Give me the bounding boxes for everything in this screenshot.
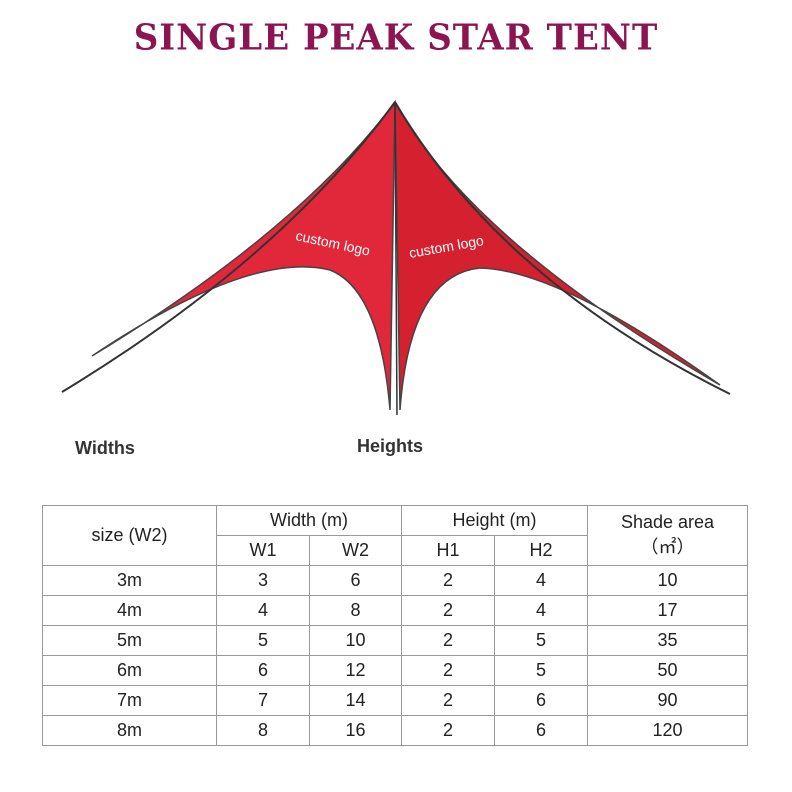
tent-right-front <box>394 101 731 395</box>
table-cell: 35 <box>587 625 748 656</box>
table-cell: 17 <box>587 595 748 626</box>
shade-unit: （㎡） <box>640 537 695 557</box>
shade-header-label: Shade area <box>620 512 715 532</box>
table-cell: 5 <box>494 625 588 656</box>
table-cell: 6 <box>494 715 588 746</box>
table-cell: 5m <box>42 625 217 656</box>
table-cell: 6 <box>216 655 310 686</box>
size-header: size (W2) <box>42 505 217 566</box>
table-cell: 10 <box>587 565 748 596</box>
table-row: 7m 7 14 2 6 90 <box>42 685 748 716</box>
table-cell: 16 <box>309 715 402 746</box>
widths-label: Widths <box>75 438 135 458</box>
sub-header: W1 <box>216 535 310 566</box>
table-cell: 7m <box>42 685 217 716</box>
table-row: 8m 8 16 2 6 120 <box>42 715 748 746</box>
table-row: 3m 3 6 2 4 10 <box>42 565 748 596</box>
table-cell: 2 <box>401 655 495 686</box>
size-table: size (W2) Width (m) Height (m) Shade are… <box>42 505 748 746</box>
shade-header: Shade area （㎡） <box>587 505 748 566</box>
table-cell: 3 <box>216 565 310 596</box>
table-cell: 8 <box>216 715 310 746</box>
table-cell: 6 <box>494 685 588 716</box>
table-cell: 2 <box>401 685 495 716</box>
table-row: 5m 5 10 2 5 35 <box>42 625 748 656</box>
table-cell: 2 <box>401 715 495 746</box>
sub-header: W2 <box>309 535 402 566</box>
width-header: Width (m) <box>216 505 402 536</box>
table-row: 6m 6 12 2 5 50 <box>42 655 748 686</box>
tent-illustration: custom logo custom logo <box>61 99 731 416</box>
table-cell: 50 <box>587 655 748 686</box>
sub-header: H1 <box>401 535 495 566</box>
table-cell: 12 <box>309 655 402 686</box>
table-cell: 4m <box>42 595 217 626</box>
tent-right-panel <box>394 101 721 411</box>
table-cell: 5 <box>494 655 588 686</box>
table-cell: 4 <box>494 595 588 626</box>
table-cell: 8m <box>42 715 217 746</box>
table-cell: 2 <box>401 625 495 656</box>
table-cell: 3m <box>42 565 217 596</box>
table-cell: 10 <box>309 625 402 656</box>
table-cell: 7 <box>216 685 310 716</box>
sub-header: H2 <box>494 535 588 566</box>
tent-center-seam <box>394 101 398 416</box>
page-title: SINGLE PEAK STAR TENT <box>133 17 659 59</box>
table-cell: 2 <box>401 565 495 596</box>
table-cell: 6 <box>309 565 402 596</box>
table-cell: 120 <box>587 715 748 746</box>
table-cell: 14 <box>309 685 402 716</box>
table-cell: 6m <box>42 655 217 686</box>
table-cell: 4 <box>494 565 588 596</box>
heights-label: Heights <box>357 436 424 456</box>
height-header: Height (m) <box>401 505 588 536</box>
tent-left-front <box>61 101 396 393</box>
table-cell: 2 <box>401 595 495 626</box>
table-cell: 5 <box>216 625 310 656</box>
table-cell: 4 <box>216 595 310 626</box>
table-cell: 8 <box>309 595 402 626</box>
table-row: 4m 4 8 2 4 17 <box>42 595 748 626</box>
tent-left-panel <box>91 99 396 411</box>
table-cell: 90 <box>587 685 748 716</box>
